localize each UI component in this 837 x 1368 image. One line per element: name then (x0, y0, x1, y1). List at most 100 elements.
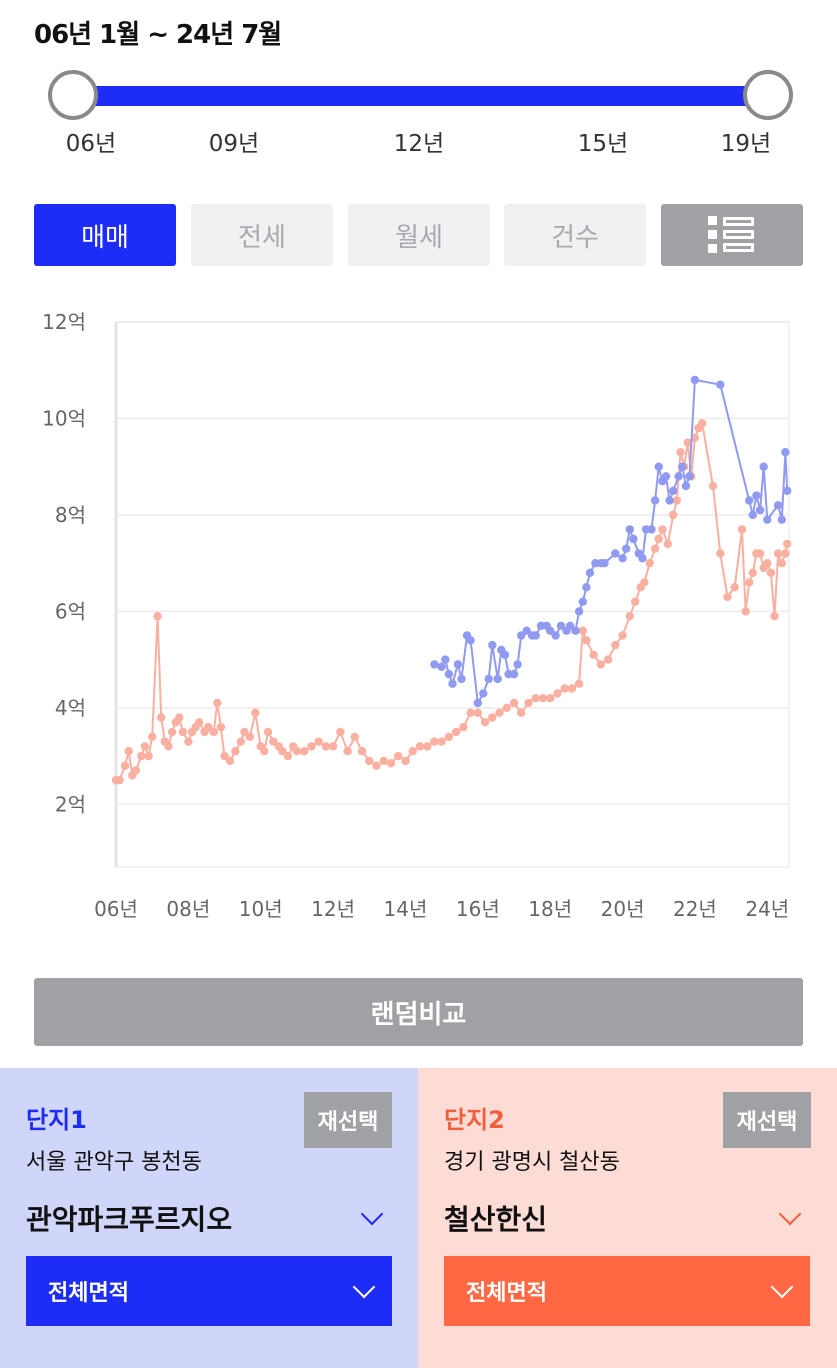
complex-1-title: 단지1 (26, 1106, 87, 1134)
series-2-point (524, 698, 533, 708)
series-2-point (328, 742, 338, 751)
series-1-point (484, 674, 493, 684)
series-1-point (556, 621, 566, 630)
series-2-point (307, 742, 316, 751)
series-2-point (372, 761, 381, 770)
series-2-point (773, 549, 783, 558)
trade-type-tabs: 매매 전세 월세 건수 (34, 204, 803, 266)
series-2-point (321, 742, 331, 751)
area-select-2-label: 전체면적 (466, 1281, 547, 1306)
series-1-point (763, 515, 772, 524)
y-tick-label: 2억 (55, 792, 86, 816)
tab-jeonse[interactable]: 전세 (191, 204, 333, 266)
slider-tick-label: 12년 (393, 131, 445, 157)
y-tick-label: 6억 (55, 599, 86, 623)
area-select-1[interactable]: 전체면적 (26, 1256, 392, 1326)
series-1-point (546, 626, 555, 635)
x-tick-label: 16년 (456, 897, 500, 921)
series-1-point (453, 660, 463, 669)
series-2-point (216, 722, 226, 732)
series-2-point (263, 727, 273, 737)
series-1-point (479, 689, 488, 698)
series-2-point (144, 751, 153, 761)
slider-track[interactable] (72, 86, 769, 106)
series-2-point (640, 578, 649, 587)
series-2-point (708, 481, 718, 491)
series-2-point (473, 708, 482, 717)
series-2-point (625, 612, 634, 621)
plot-frame (115, 321, 790, 868)
tab-count[interactable]: 건수 (504, 204, 646, 266)
series-2-point (343, 747, 352, 756)
slider-start-handle[interactable] (48, 70, 98, 120)
chevron-down-icon (360, 1202, 384, 1226)
series-2-point (350, 732, 359, 741)
series-2-point (153, 612, 162, 621)
series-2-point (574, 679, 584, 688)
series-1-point (565, 621, 575, 630)
series-2-point (115, 776, 124, 785)
series-1-point (629, 534, 638, 544)
series-2-point (225, 756, 235, 766)
series-2-point (437, 737, 446, 746)
series-2-point (658, 525, 667, 534)
series-1-point (574, 607, 584, 616)
series-2-point (783, 539, 792, 549)
series-1-point (457, 674, 466, 684)
slider-end-handle[interactable] (743, 70, 793, 120)
complex-2-dropdown[interactable]: 철산한신 (444, 1192, 810, 1244)
series-2-point (269, 737, 278, 746)
series-2-point (596, 660, 605, 669)
series-1-point (585, 568, 595, 577)
series-1-point (745, 496, 754, 505)
series-1-point (578, 597, 587, 606)
series-1-point (500, 650, 510, 659)
series-2-point (582, 636, 591, 645)
series-2-point (245, 732, 255, 741)
series-2-point (178, 727, 188, 737)
series-1-point (625, 525, 634, 534)
series-1-point (493, 674, 502, 684)
slider-tick-label: 19년 (720, 131, 772, 157)
series-1-point (681, 481, 691, 491)
tab-sale[interactable]: 매매 (34, 204, 176, 266)
series-1-point (488, 640, 497, 650)
y-tick-label: 10억 (42, 406, 86, 430)
series-2-point (766, 568, 776, 577)
reselect-button-2[interactable]: 재선택 (723, 1092, 811, 1148)
series-1-point (716, 380, 725, 389)
series-2-point (502, 703, 511, 712)
complex-2-location: 경기 광명시 철산동 (444, 1150, 620, 1175)
area-select-2[interactable]: 전체면적 (444, 1256, 810, 1326)
price-chart: 2억 4억 6억 8억 10억 12억 06년 08년 10년 12년 14년 16년 18년 20년 22… (0, 300, 837, 940)
series-1-point (638, 554, 647, 563)
series-1-point (571, 626, 580, 635)
series-2-point (690, 433, 700, 442)
series-2-point (314, 737, 323, 746)
complex-1-dropdown[interactable]: 관악파크푸르지오 (26, 1192, 392, 1244)
date-range-title: 06년 1월 ~ 24년 7월 (34, 20, 282, 50)
date-range-slider[interactable] (48, 70, 793, 122)
list-view-button[interactable] (661, 204, 803, 266)
series-2-point (466, 708, 475, 717)
x-tick-label: 14년 (384, 897, 428, 921)
series-2-point (589, 650, 598, 659)
series-2-point (251, 708, 260, 717)
series-1-point (448, 679, 457, 688)
tab-monthly-rent[interactable]: 월세 (348, 204, 490, 266)
series-2-point (663, 539, 672, 549)
series-2-point (763, 559, 772, 568)
series-2-point (781, 549, 790, 558)
chevron-down-icon (770, 1275, 794, 1299)
series-2-point (278, 747, 287, 756)
series-2-point (240, 727, 249, 737)
series-2-point (488, 713, 497, 722)
complex-2-name: 철산한신 (444, 1203, 548, 1236)
reselect-button-1[interactable]: 재선택 (304, 1092, 392, 1148)
series-1-point (678, 462, 687, 471)
series-1-point (755, 505, 765, 515)
series-2-point (408, 747, 417, 756)
random-compare-button[interactable]: 랜덤비교 (34, 978, 803, 1046)
series-2-point (745, 578, 754, 587)
series-2-point (260, 747, 269, 756)
